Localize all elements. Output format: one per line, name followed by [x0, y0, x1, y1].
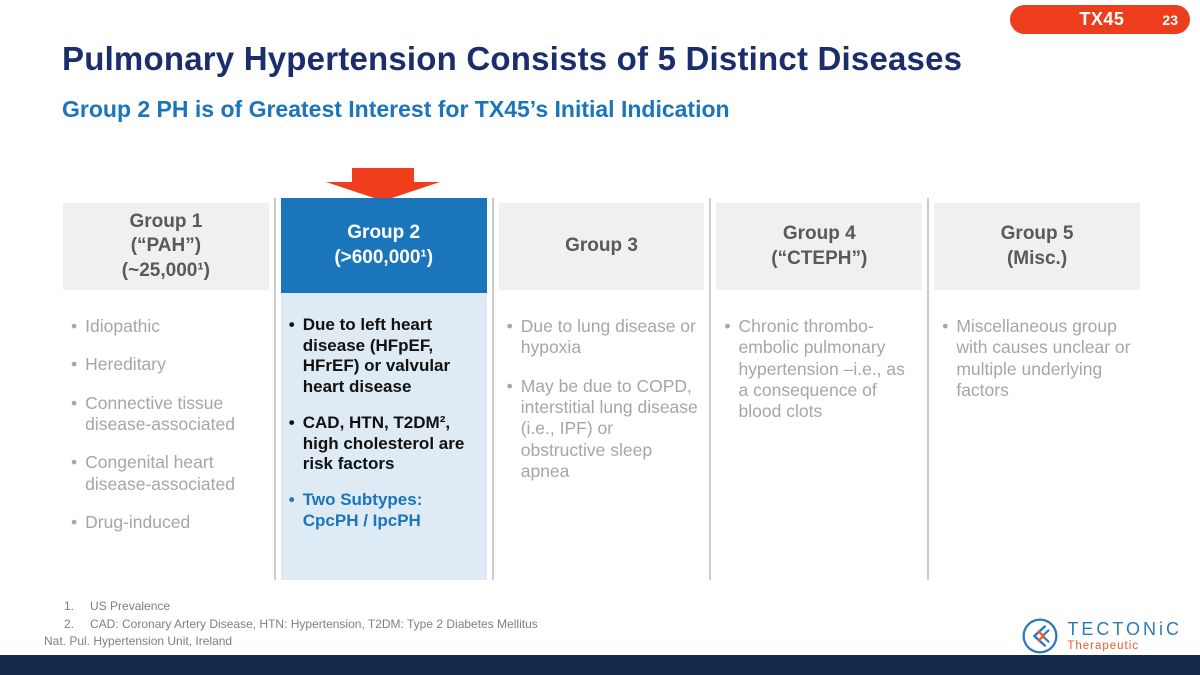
column-header: Group 3	[498, 203, 705, 290]
column-bullet-list: • Miscellaneous group with causes unclear…	[942, 316, 1136, 401]
footnote-text: US Prevalence	[90, 599, 171, 613]
column-body: • Due to left heart disease (HFpEF, HFrEF…	[280, 293, 487, 580]
column-header-line: Group 5	[1000, 223, 1074, 245]
column-bullet-list: • Due to left heart disease (HFpEF, HFrEF…	[289, 315, 481, 532]
column-header: Group 5 (Misc.)	[934, 203, 1140, 290]
bullet-text: Due to lung disease or hypoxia	[520, 316, 696, 358]
column-body: • Idiopathic • Hereditary • Connective tissue…	[63, 290, 269, 533]
column-header-line: (~25,000¹)	[121, 259, 210, 281]
bullet-marker-icon: •	[71, 392, 78, 413]
page-subtitle: Group 2 PH is of Greatest Interest for T…	[62, 96, 730, 122]
logo-company-sub: Therapeutic	[1067, 639, 1140, 652]
bullet-marker-icon: •	[71, 316, 78, 336]
bullet-marker-icon: •	[288, 490, 295, 510]
bullet-text: May be due to COPD, interstitial lung di…	[520, 375, 698, 482]
bullet-text: Congenital heart disease-associated	[85, 452, 235, 494]
bullet-item: • CAD, HTN, T2DM², high cholesterol are r…	[289, 413, 481, 475]
column-header-line: (“CTEPH”)	[771, 247, 868, 269]
column-body: • Chronic thrombo-embolic pulmonary hyper…	[716, 290, 922, 423]
column-header-line: (“PAH”)	[130, 235, 202, 257]
column-bullet-list: • Chronic thrombo-embolic pulmonary hyper…	[724, 316, 918, 423]
disease-groups-table: Group 1 (“PAH”) (~25,000¹) • Idiopathic • Her…	[63, 198, 1140, 580]
bullet-marker-icon: •	[288, 412, 295, 432]
down-arrow-icon	[326, 168, 440, 201]
page-title: Pulmonary Hypertension Consists of 5 Dis…	[62, 40, 963, 77]
bullet-marker-icon: •	[71, 512, 78, 533]
column-bullet-list: • Due to lung disease or hypoxia • May be d…	[507, 316, 701, 482]
bottom-accent-bar	[0, 655, 1200, 675]
bullet-marker-icon: •	[71, 354, 78, 375]
logo-text: TECTONiC Therapeutic	[1067, 620, 1182, 652]
column-body: • Due to lung disease or hypoxia • May be d…	[499, 290, 705, 482]
footnote-source: Nat. Pul. Hypertension Unit, Ireland	[44, 634, 233, 649]
footnote-item: 2. CAD: Coronary Artery Disease, HTN: Hy…	[44, 617, 744, 633]
bullet-text: CAD, HTN, T2DM², high cholesterol are ri…	[302, 412, 465, 474]
down-arrow-head	[326, 182, 440, 201]
column-body: • Miscellaneous group with causes unclear…	[934, 290, 1140, 401]
bullet-item: • Chronic thrombo-embolic pulmonary hyper…	[724, 316, 918, 423]
bullet-item: • Idiopathic	[71, 316, 265, 337]
bullet-item: • Due to lung disease or hypoxia	[507, 316, 701, 359]
logo-company-name: TECTONiC	[1067, 619, 1182, 640]
bullet-marker-icon: •	[506, 316, 513, 336]
column-group-2: Group 2 (>600,000¹) • Due to left heart di…	[280, 198, 487, 580]
footnote-text: CAD: Coronary Artery Disease, HTN: Hyper…	[90, 616, 538, 631]
bullet-text: Miscellaneous group with causes unclear …	[956, 316, 1131, 401]
column-header: Group 2 (>600,000¹)	[280, 198, 487, 293]
bullet-item: • Connective tissue disease-associated	[71, 393, 265, 436]
footnote-item: 1. US Prevalence	[44, 599, 744, 615]
bullet-item: • Two Subtypes: CpcPH / IpcPH	[289, 490, 481, 531]
bullet-item: • Congenital heart disease-associated	[71, 452, 265, 495]
column-group-3: Group 3 • Due to lung disease or hypoxia •…	[498, 198, 705, 499]
column-divider	[709, 198, 712, 580]
column-header: Group 1 (“PAH”) (~25,000¹)	[63, 203, 269, 290]
column-group-1: Group 1 (“PAH”) (~25,000¹) • Idiopathic • Her…	[63, 198, 269, 550]
column-divider	[927, 198, 930, 580]
bullet-marker-icon: •	[506, 375, 513, 396]
column-header: Group 4 (“CTEPH”)	[716, 203, 923, 290]
product-badge-label: TX45	[1079, 9, 1125, 29]
footnotes: 1. US Prevalence 2. CAD: Coronary Artery…	[44, 599, 744, 650]
bullet-text: Idiopathic	[85, 316, 161, 336]
column-divider	[491, 198, 494, 580]
bullet-marker-icon: •	[71, 452, 78, 473]
bullet-item: • Miscellaneous group with causes unclear…	[942, 316, 1136, 401]
bullet-item: • Hereditary	[71, 354, 265, 375]
column-group-5: Group 5 (Misc.) • Miscellaneous group with…	[934, 198, 1140, 418]
tectonic-logo-icon	[1022, 618, 1058, 654]
footnote-number: 2.	[64, 616, 75, 631]
column-group-4: Group 4 (“CTEPH”) • Chronic thrombo-emboli…	[716, 198, 923, 440]
bullet-item: • May be due to COPD, interstitial lung d…	[507, 376, 701, 483]
column-header-line: Group 3	[565, 235, 638, 257]
column-header-line: Group 4	[782, 223, 856, 245]
bullet-text: Drug-induced	[85, 512, 191, 533]
bullet-text: Due to left heart disease (HFpEF, HFrEF)…	[302, 315, 451, 397]
bullet-text: Connective tissue disease-associated	[85, 392, 235, 435]
column-header-line: (>600,000¹)	[334, 246, 434, 268]
column-header-line: Group 2	[347, 222, 421, 244]
page-number: 23	[1162, 11, 1178, 28]
column-header-line: (Misc.)	[1006, 247, 1068, 269]
column-divider	[273, 198, 276, 580]
bullet-text: Two Subtypes: CpcPH / IpcPH	[302, 490, 423, 530]
bullet-item: • Due to left heart disease (HFpEF, HFrEF…	[289, 315, 481, 398]
bullet-text: Hereditary	[85, 354, 166, 375]
bullet-item: • Drug-induced	[71, 512, 265, 533]
company-logo: TECTONiC Therapeutic	[1021, 617, 1182, 655]
bullet-marker-icon: •	[942, 316, 949, 336]
bullet-marker-icon: •	[724, 316, 731, 336]
bullet-text: Chronic thrombo-embolic pulmonary hypert…	[738, 316, 905, 422]
footnote-number: 1.	[64, 599, 75, 613]
bullet-marker-icon: •	[288, 315, 295, 334]
column-header-line: Group 1	[129, 211, 203, 233]
column-bullet-list: • Idiopathic • Hereditary • Connective tissue…	[71, 316, 265, 533]
product-badge: TX45 23	[1010, 5, 1190, 34]
down-arrow-stem	[352, 168, 414, 182]
